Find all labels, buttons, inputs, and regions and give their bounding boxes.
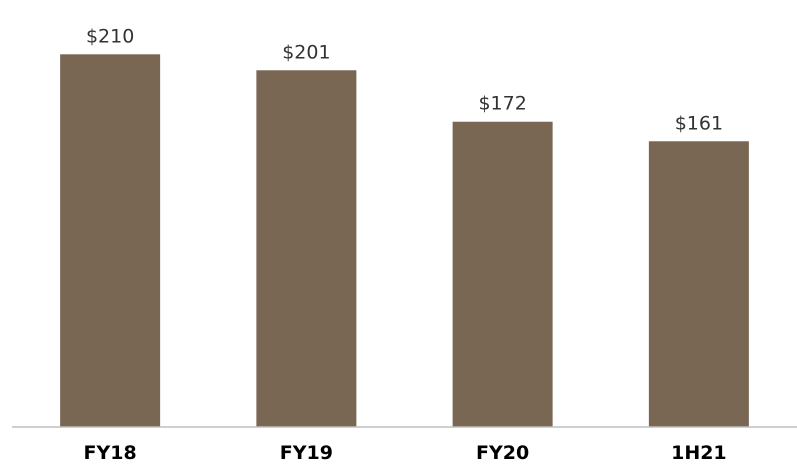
bar-fy19	[256, 70, 357, 428]
data-label-fy19: $201	[282, 41, 330, 63]
bar-fy20	[452, 121, 553, 427]
x-tick-label-fy20: FY20	[476, 442, 529, 464]
x-tick-label-fy19: FY19	[280, 442, 333, 464]
data-label-fy18: $210	[86, 25, 134, 47]
x-tick-label-fy18: FY18	[84, 442, 137, 464]
data-labels-layer: $210 $201 $172 $161	[86, 25, 723, 134]
x-tick-label-1h21: 1H21	[671, 442, 727, 464]
data-label-fy20: $172	[478, 93, 526, 115]
data-label-1h21: $161	[675, 112, 723, 134]
x-tick-labels-layer: FY18 FY19 FY20 1H21	[84, 442, 727, 464]
bar-1h21	[648, 141, 749, 427]
bar-fy18	[60, 54, 161, 427]
bars-layer	[60, 54, 749, 428]
